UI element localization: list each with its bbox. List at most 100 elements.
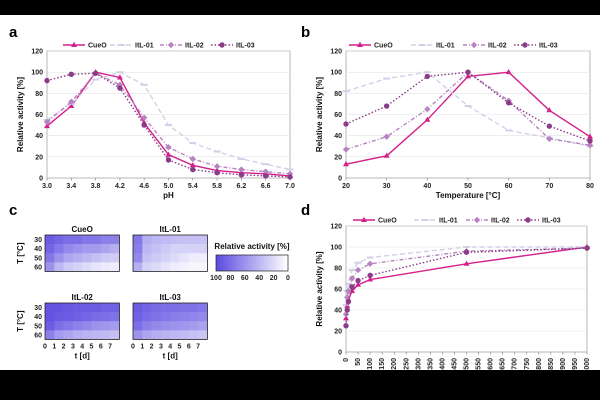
heatmap-cell-itl-03 — [133, 321, 143, 331]
heatmap-cell-cueo — [63, 244, 74, 254]
heatmap-cell-itl-03 — [142, 321, 152, 331]
heatmap-cell-itl-01 — [142, 262, 152, 272]
heatmap-cell-cueo — [45, 244, 55, 254]
heatmap-cell-cueo — [54, 235, 64, 245]
x-tick-label-a: 6.2 — [237, 183, 247, 190]
heatmap-cell-itl-03 — [170, 330, 180, 340]
y-tick-label-b: 100 — [330, 70, 342, 77]
heatmap-cell-itl-03 — [151, 303, 162, 313]
data-point-itl-02-a — [189, 155, 196, 163]
heatmap-cell-cueo — [100, 253, 111, 263]
legend-marker-cueo-d — [361, 216, 367, 222]
heatmap-y-axis-title: T [°C] — [16, 242, 25, 264]
x-tick-label-b: 60 — [505, 183, 513, 190]
heatmap-cell-itl-03 — [170, 303, 180, 313]
data-point-cueo-b — [424, 116, 431, 122]
heatmap-cell-itl-01 — [198, 253, 208, 263]
heatmap-x-tick-label: 0 — [43, 343, 47, 350]
heatmap-cell-itl-03 — [179, 303, 190, 313]
data-point-itl-02-a — [43, 118, 51, 126]
y-tick-label-d: 60 — [334, 287, 342, 294]
data-point-itl-02-a — [165, 144, 172, 151]
heatmap-cell-itl-01 — [151, 244, 162, 254]
heatmap-cell-itl-02 — [110, 321, 120, 331]
heatmap-y-tick-label: 50 — [34, 255, 42, 262]
heatmap-cell-itl-03 — [133, 330, 143, 340]
heatmap-cell-itl-02 — [72, 312, 83, 322]
heatmap-cell-itl-03 — [160, 321, 171, 331]
heatmap-cell-itl-02 — [82, 321, 92, 331]
heatmap-cell-itl-01 — [198, 244, 208, 254]
heatmap-cell-itl-01 — [198, 262, 208, 272]
data-point-itl-03-d — [367, 272, 373, 279]
data-point-itl-03-b — [505, 100, 512, 106]
heatmap-cell-itl-02 — [91, 330, 102, 340]
heatmap-frame-itl-01 — [132, 234, 208, 272]
heatmap-cell-itl-01 — [188, 262, 199, 272]
heatmap-cell-itl-01 — [160, 244, 171, 254]
heatmap-cell-itl-02 — [110, 312, 120, 322]
legend-label-itl-03-a: ItL-03 — [236, 43, 255, 50]
data-point-itl-02-b — [342, 146, 350, 153]
data-point-itl-02-d — [354, 266, 362, 274]
heatmap-cell-cueo — [110, 253, 120, 263]
heatmap-x-tick-label: 5 — [178, 343, 182, 350]
heatmap-cell-itl-01 — [179, 253, 190, 263]
heatmap-y-tick-label: 30 — [34, 237, 42, 244]
x-tick-label-d: 700 — [512, 358, 519, 370]
heatmap-cell-itl-01 — [133, 253, 143, 263]
heatmap-cell-itl-03 — [170, 312, 180, 322]
colorbar-tick-label: 60 — [241, 275, 249, 282]
x-axis-title-b: Temperature [°C] — [436, 191, 501, 200]
heatmap-cell-cueo — [72, 244, 83, 254]
y-axis-title-a: Relative activity [%] — [16, 77, 25, 152]
data-point-itl-03-b — [383, 103, 390, 109]
heatmap-y-axis-title: T [°C] — [16, 310, 25, 332]
data-point-itl-02-d — [366, 260, 374, 267]
y-tick-label-b: 60 — [334, 112, 342, 119]
x-tick-label-d: 450 — [451, 358, 458, 370]
heatmap-cell-cueo — [82, 253, 92, 263]
data-point-itl-03-a — [92, 70, 99, 76]
y-tick-label-b: 20 — [334, 154, 342, 161]
y-tick-label-b: 80 — [334, 91, 342, 98]
heatmap-cell-itl-02 — [54, 330, 64, 340]
data-point-cueo-d — [355, 281, 362, 287]
x-tick-label-b: 40 — [423, 183, 431, 190]
heatmap-cell-cueo — [45, 262, 55, 272]
x-tick-label-d: 150 — [379, 358, 386, 370]
legend-marker-itl-02-d — [473, 216, 481, 224]
x-tick-label-a: 7.0 — [285, 183, 295, 190]
data-point-itl-03-b — [546, 123, 553, 129]
data-point-itl-02-d — [345, 287, 352, 295]
heatmap-x-tick-label: 2 — [62, 343, 66, 350]
heatmap-cell-itl-03 — [179, 330, 190, 340]
x-tick-label-d: 100 — [367, 358, 374, 370]
legend-label-itl-01-d: ItL-01 — [439, 218, 458, 225]
y-tick-label-d: 80 — [334, 266, 342, 273]
heatmap-cell-cueo — [54, 253, 64, 263]
heatmap-cell-cueo — [63, 253, 74, 263]
heatmap-x-tick-label: 4 — [168, 343, 172, 350]
heatmap-cell-itl-02 — [63, 321, 74, 331]
series-line-itl-01-b — [345, 71, 591, 147]
x-tick-label-d: 400 — [439, 358, 446, 370]
colorbar — [215, 254, 289, 272]
heatmap-x-tick-label: 7 — [196, 343, 200, 350]
heatmap-cell-itl-01 — [133, 235, 143, 245]
y-tick-label-a: 20 — [35, 154, 43, 161]
heatmap-cell-cueo — [54, 244, 64, 254]
series-line-itl-03-d — [345, 247, 588, 326]
data-point-itl-02-b — [546, 135, 553, 143]
legend-label-itl-03-d: ItL-03 — [542, 218, 561, 225]
heatmap-cell-cueo — [45, 235, 55, 245]
y-tick-label-b: 0 — [338, 176, 342, 183]
heatmap-title-itl-03: ItL-03 — [160, 293, 182, 302]
heatmap-cell-itl-03 — [151, 330, 162, 340]
data-point-itl-02-a — [213, 163, 221, 170]
heatmap-cell-itl-01 — [160, 235, 171, 245]
y-tick-label-a: 60 — [35, 112, 43, 119]
legend-label-itl-01-b: ItL-01 — [436, 43, 455, 50]
heatmap-cell-itl-03 — [170, 321, 180, 331]
